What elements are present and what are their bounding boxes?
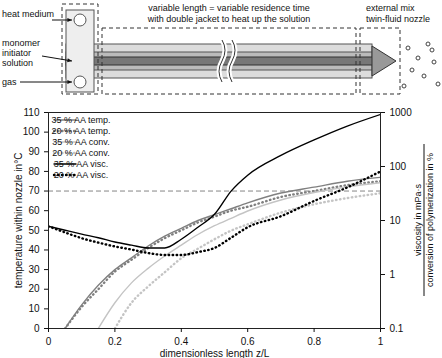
svg-text:0.1: 0.1 — [390, 323, 404, 334]
svg-text:50: 50 — [28, 225, 40, 236]
svg-text:0.8: 0.8 — [307, 336, 321, 347]
svg-text:solution: solution — [2, 58, 33, 68]
svg-text:monomer: monomer — [2, 38, 40, 48]
svg-text:1000: 1000 — [390, 107, 413, 118]
svg-text:initiator: initiator — [2, 48, 31, 58]
svg-text:0.4: 0.4 — [174, 336, 188, 347]
svg-text:viscosity in mPa·s: viscosity in mPa·s — [413, 183, 423, 256]
svg-text:gas: gas — [2, 77, 17, 87]
svg-text:70: 70 — [28, 185, 40, 196]
svg-text:10: 10 — [28, 303, 40, 314]
svg-text:35 % AA temp.: 35 % AA temp. — [51, 115, 110, 125]
svg-text:temperature within nozzle in°C: temperature within nozzle in°C — [13, 153, 24, 289]
svg-text:20 % AA temp.: 20 % AA temp. — [51, 126, 110, 136]
svg-text:1: 1 — [390, 269, 396, 280]
svg-text:dimensionless length z/L: dimensionless length z/L — [160, 348, 270, 358]
svg-text:0.6: 0.6 — [241, 336, 255, 347]
svg-text:100: 100 — [390, 161, 407, 172]
svg-text:twin-fluid nozzle: twin-fluid nozzle — [366, 14, 430, 24]
svg-text:0: 0 — [34, 323, 40, 334]
svg-text:60: 60 — [28, 205, 40, 216]
svg-text:100: 100 — [23, 126, 40, 137]
svg-text:20 % AA visc.: 20 % AA visc. — [54, 170, 109, 180]
svg-text:with double jacket to heat up: with double jacket to heat up the soluti… — [147, 14, 311, 24]
svg-text:10: 10 — [390, 215, 402, 226]
svg-text:1: 1 — [378, 336, 384, 347]
svg-text:0.2: 0.2 — [108, 336, 122, 347]
svg-text:35 % AA conv.: 35 % AA conv. — [52, 137, 109, 147]
svg-text:110: 110 — [24, 107, 40, 118]
svg-text:variable length = variable res: variable length = variable residence tim… — [148, 3, 309, 13]
svg-text:35 % AA visc.: 35 % AA visc. — [54, 159, 109, 169]
svg-text:90: 90 — [28, 146, 40, 157]
svg-text:external mix: external mix — [366, 3, 415, 13]
svg-text:30: 30 — [28, 264, 40, 275]
svg-text:80: 80 — [28, 166, 40, 177]
svg-text:conversion of polymerization i: conversion of polymerization in % — [425, 153, 435, 287]
svg-text:20 % AA conv.: 20 % AA conv. — [52, 148, 109, 158]
svg-text:40: 40 — [28, 244, 40, 255]
svg-text:20: 20 — [28, 283, 40, 294]
svg-text:0: 0 — [46, 336, 52, 347]
svg-text:heat medium: heat medium — [2, 9, 54, 19]
